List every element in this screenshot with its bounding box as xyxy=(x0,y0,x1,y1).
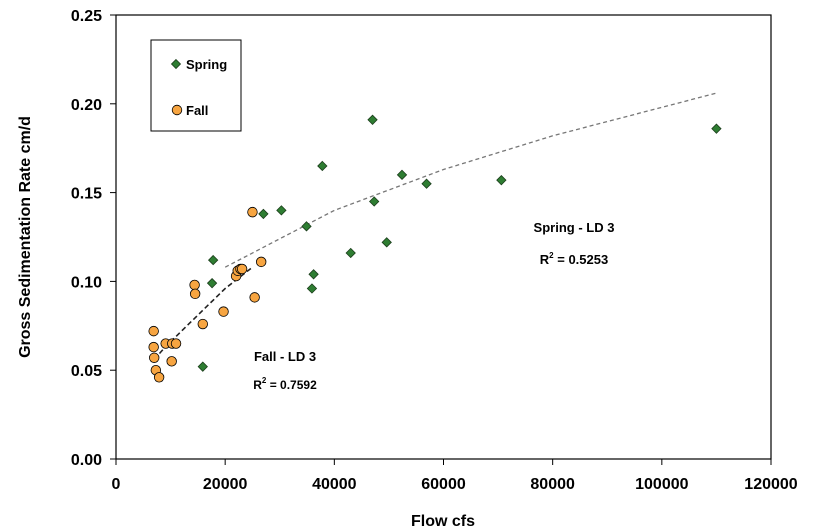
spring-point xyxy=(317,160,328,172)
trendlines xyxy=(153,92,717,361)
data-points xyxy=(148,114,722,383)
fall-r2-label: R2 = 0.7592 xyxy=(253,376,317,392)
spring-point xyxy=(345,247,356,259)
spring-point xyxy=(276,205,287,216)
x-tick-label: 120000 xyxy=(744,476,797,493)
x-tick-label: 100000 xyxy=(635,476,688,493)
spring-point xyxy=(711,123,722,134)
fall-point xyxy=(189,279,200,291)
fall-point xyxy=(189,288,201,300)
fall-point xyxy=(249,292,260,303)
spring-point xyxy=(258,208,269,220)
fall-trend-label: Fall - LD 3 xyxy=(254,349,316,364)
fall-point xyxy=(166,356,177,367)
axis-ticks: 0 20000 40000 60000 80000 100000 120000 0.00 0.0… xyxy=(71,8,798,493)
spring-point xyxy=(206,278,218,289)
spring-series xyxy=(197,114,722,372)
spring-point xyxy=(421,178,432,189)
spring-point xyxy=(308,269,319,280)
fall-point xyxy=(148,341,159,353)
fall-annotation: Fall - LD 3 R2 = 0.7592 xyxy=(253,349,317,392)
spring-point xyxy=(301,221,312,232)
y-axis-label: Gross Sedimentation Rate cm/d xyxy=(17,116,34,358)
fall-series xyxy=(148,206,267,383)
fall-trendline xyxy=(153,266,253,361)
y-tick-label: 0.05 xyxy=(71,363,102,380)
x-tick-label: 20000 xyxy=(203,476,248,493)
y-tick-label: 0.25 xyxy=(71,8,102,25)
x-tick-label: 80000 xyxy=(530,476,575,493)
spring-annotation: Spring - LD 3 R2 = 0.5253 xyxy=(534,220,615,267)
y-tick-label: 0.00 xyxy=(71,452,102,469)
legend: Spring Fall xyxy=(150,39,242,132)
spring-trendline xyxy=(224,92,717,268)
x-tick-label: 0 xyxy=(112,476,121,493)
spring-point xyxy=(369,196,380,207)
spring-point xyxy=(197,361,208,372)
fall-point xyxy=(153,372,165,383)
fall-point xyxy=(148,325,159,337)
spring-point xyxy=(306,283,318,294)
y-tick-label: 0.20 xyxy=(71,97,102,114)
legend-spring-label: Spring xyxy=(186,57,227,72)
x-tick-label: 40000 xyxy=(312,476,357,493)
fall-point xyxy=(170,338,182,349)
spring-trend-label: Spring - LD 3 xyxy=(534,220,615,235)
legend-spring-marker xyxy=(170,58,182,70)
fall-point xyxy=(197,318,208,330)
spring-point xyxy=(381,237,392,248)
y-tick-label: 0.10 xyxy=(71,274,102,291)
x-axis-label: Flow cfs xyxy=(411,513,475,530)
spring-point xyxy=(396,169,408,181)
spring-point xyxy=(496,175,507,186)
x-tick-label: 60000 xyxy=(421,476,466,493)
fall-point xyxy=(255,256,267,268)
fall-point xyxy=(218,306,229,317)
spring-point xyxy=(207,254,219,266)
y-tick-label: 0.15 xyxy=(71,186,102,203)
legend-fall-marker xyxy=(171,104,183,116)
spring-r2-label: R2 = 0.5253 xyxy=(540,251,608,267)
fall-point xyxy=(247,206,258,218)
fall-point xyxy=(236,263,248,275)
fall-point xyxy=(149,352,160,363)
legend-fall-label: Fall xyxy=(186,103,208,118)
legend-box xyxy=(150,39,242,132)
spring-point xyxy=(367,114,378,125)
